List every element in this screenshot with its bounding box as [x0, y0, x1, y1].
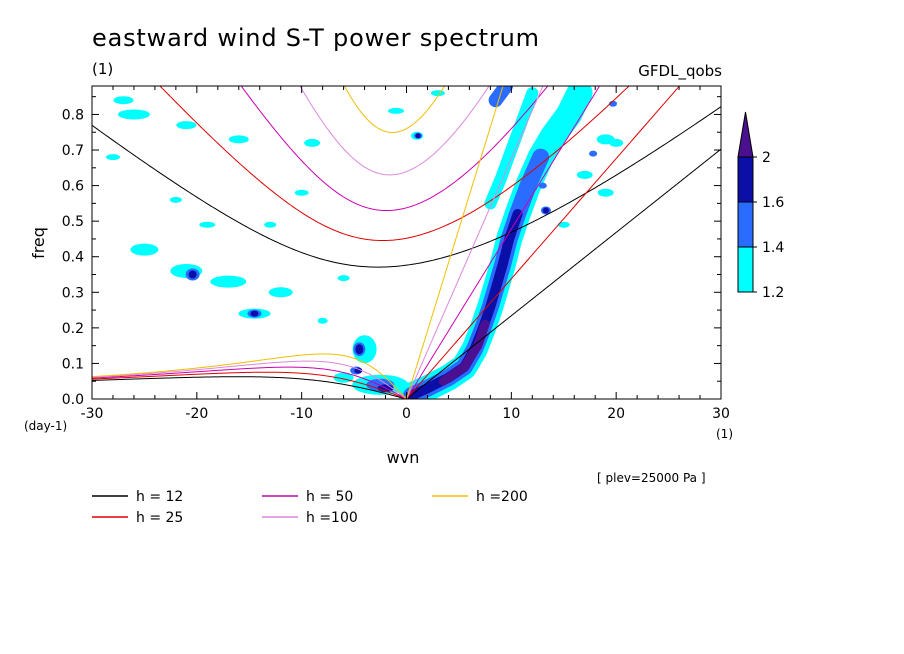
power-shade	[355, 344, 364, 355]
power-shade	[337, 275, 350, 282]
power-shade	[304, 138, 321, 147]
x-tick-label: -30	[81, 406, 104, 422]
kelvin-curve	[406, 86, 504, 399]
rossby-curve	[92, 360, 407, 399]
y-tick-label: 0.5	[62, 214, 84, 230]
x-tick-label: 30	[712, 406, 730, 422]
y-tick-label: 0.2	[62, 321, 84, 337]
y-tick-label: 0.0	[62, 392, 84, 408]
power-shade	[294, 189, 309, 196]
y-tick-label: 0.6	[62, 179, 84, 195]
y-tick-label: 0.4	[62, 250, 84, 266]
x-tick-label: -20	[185, 406, 208, 422]
power-shade	[105, 154, 120, 161]
legend-label: h = 25	[136, 510, 183, 526]
power-shade	[130, 243, 159, 256]
chart-title: eastward wind S-T power spectrum	[92, 24, 539, 52]
ig-curve	[343, 86, 446, 133]
title-units: (1)	[92, 60, 113, 78]
ig-curve	[92, 106, 721, 268]
power-shade	[589, 150, 598, 157]
power-shade	[169, 196, 182, 203]
y-axis-units: (day-1)	[24, 419, 67, 433]
power-shade	[113, 96, 134, 105]
x-axis: -30 -20 -10 0 10 20 30	[81, 86, 730, 422]
legend-label: h =200	[476, 489, 528, 505]
power-shade	[264, 221, 277, 228]
kelvin-curve	[406, 148, 721, 399]
power-shade	[557, 221, 570, 228]
dataset-name: GFDL_qobs	[638, 62, 722, 81]
power-shade	[317, 317, 328, 324]
colorbar-segment	[737, 201, 754, 248]
power-shade	[188, 270, 197, 279]
colorbar-label: 1.4	[762, 240, 784, 256]
y-tick-label: 0.7	[62, 143, 84, 159]
rossby-curve	[92, 371, 407, 399]
colorbar-label: 1.2	[762, 285, 784, 301]
power-shade	[268, 287, 293, 298]
ig-curve	[240, 86, 549, 212]
power-shade	[228, 135, 249, 144]
y-axis-label: freq	[29, 227, 48, 259]
power-shade	[542, 207, 549, 214]
power-shade	[210, 275, 247, 288]
power-shade	[492, 92, 505, 101]
legend-label: h = 12	[136, 489, 183, 505]
legend-label: h = 50	[306, 489, 353, 505]
x-tick-label: 10	[502, 406, 520, 422]
power-shade	[176, 121, 197, 130]
power-shade	[354, 367, 363, 374]
power-shade	[609, 138, 624, 147]
x-axis-units: (1)	[716, 427, 733, 441]
kelvin-curve	[406, 86, 681, 399]
legend: h = 12 h = 25 h = 50 h =100 h =200	[92, 489, 528, 526]
dispersion-curves	[92, 86, 721, 399]
y-tick-label: 0.8	[62, 107, 84, 123]
power-shade	[538, 182, 547, 189]
kelvin-curve	[406, 86, 601, 399]
power-shading	[105, 86, 624, 399]
y-tick-label: 0.3	[62, 285, 84, 301]
power-shade	[430, 90, 445, 97]
plot-area	[92, 86, 721, 399]
kelvin-curve	[406, 86, 544, 399]
power-shade	[199, 221, 216, 228]
ig-curve	[159, 86, 630, 242]
x-tick-label: 0	[402, 406, 411, 422]
colorbar-label: 1.6	[762, 195, 784, 211]
plev-note: [ plev=25000 Pa ]	[597, 471, 706, 485]
rossby-curve	[92, 353, 407, 399]
power-shade	[250, 310, 259, 317]
power-shade	[117, 109, 150, 120]
ig-curve	[299, 86, 490, 176]
power-shade	[415, 133, 421, 139]
colorbar-segment	[737, 246, 754, 293]
power-shade	[568, 111, 581, 118]
y-axis: 0.0 0.1 0.2 0.3 0.4 0.5 0.6 0.7 0.8	[62, 96, 721, 408]
colorbar-segment	[737, 156, 754, 203]
y-tick-label: 0.1	[62, 356, 84, 372]
rossby-curve	[92, 376, 407, 399]
colorbar-label: 2	[762, 150, 771, 166]
x-tick-label: -10	[290, 406, 313, 422]
power-shade	[388, 107, 405, 114]
x-axis-label: wvn	[387, 448, 420, 467]
colorbar: 2 1.6 1.4 1.2	[737, 111, 784, 301]
legend-label: h =100	[306, 510, 358, 526]
power-ridge	[438, 319, 490, 386]
power-shade	[597, 188, 614, 197]
x-tick-label: 20	[607, 406, 625, 422]
rossby-curve	[92, 366, 407, 399]
colorbar-extend-arrow	[737, 111, 754, 158]
power-shade	[576, 170, 593, 179]
